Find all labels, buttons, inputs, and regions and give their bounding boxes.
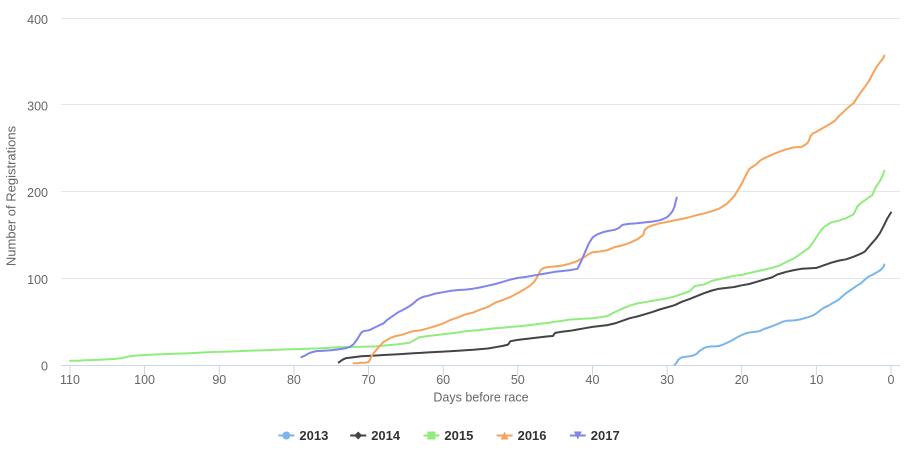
svg-text:50: 50 (511, 373, 525, 387)
svg-text:Days before race: Days before race (433, 391, 528, 405)
svg-text:2016: 2016 (518, 428, 547, 443)
svg-text:80: 80 (287, 373, 301, 387)
svg-text:2015: 2015 (444, 428, 473, 443)
svg-text:Number of Registrations: Number of Registrations (4, 125, 19, 266)
svg-text:90: 90 (212, 373, 226, 387)
svg-text:300: 300 (27, 100, 48, 114)
svg-text:2013: 2013 (299, 428, 328, 443)
svg-text:0: 0 (888, 373, 895, 387)
svg-text:110: 110 (60, 373, 80, 387)
svg-text:30: 30 (660, 373, 674, 387)
svg-text:70: 70 (362, 373, 376, 387)
svg-text:40: 40 (586, 373, 600, 387)
svg-text:2017: 2017 (591, 428, 620, 443)
svg-text:10: 10 (809, 373, 823, 387)
svg-text:20: 20 (735, 373, 749, 387)
svg-text:60: 60 (436, 373, 450, 387)
svg-text:0: 0 (41, 360, 48, 374)
svg-text:100: 100 (27, 273, 48, 287)
svg-text:100: 100 (134, 373, 155, 387)
svg-text:200: 200 (27, 186, 48, 200)
svg-text:2014: 2014 (371, 428, 401, 443)
svg-text:400: 400 (27, 13, 48, 27)
